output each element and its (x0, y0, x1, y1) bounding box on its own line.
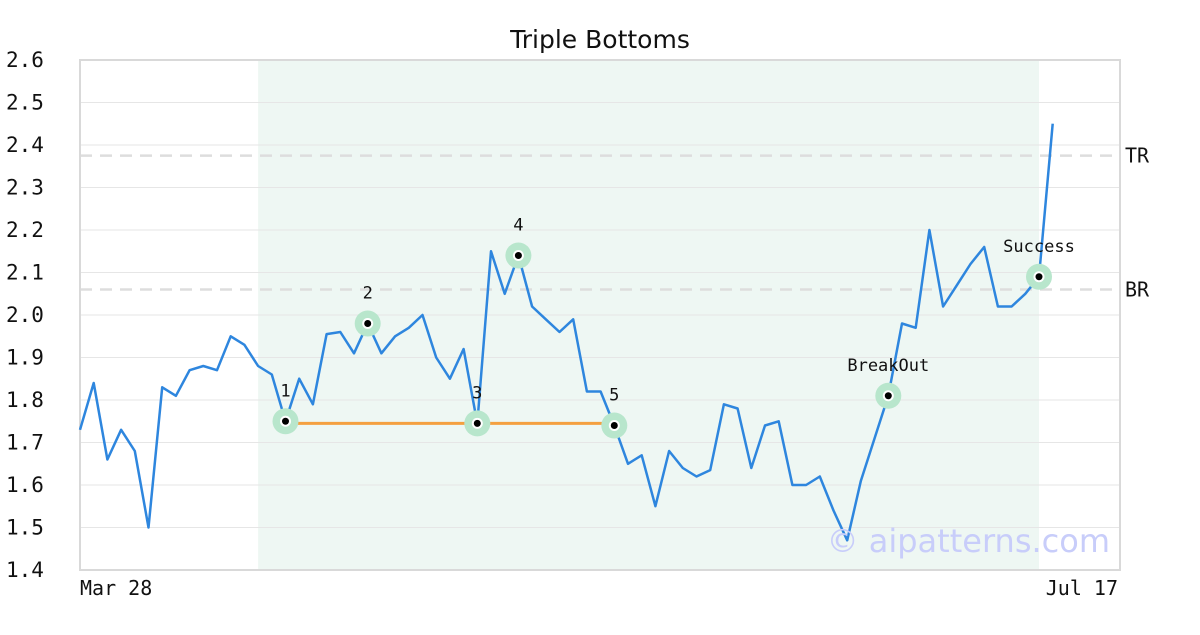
marker-label-3: 3 (472, 383, 482, 403)
marker-label-1: 1 (280, 381, 290, 401)
marker-label-4: 4 (513, 216, 523, 236)
marker-label-2: 2 (363, 284, 373, 304)
y-tick-label: 1.8 (6, 388, 44, 412)
marker-dot-5 (610, 422, 618, 429)
watermark: © aipatterns.com (827, 522, 1110, 560)
marker-dot-breakout (884, 392, 892, 400)
y-tick-label: 1.7 (6, 431, 44, 455)
y-tick-label: 2.2 (6, 218, 44, 242)
plot-frame (79, 59, 1121, 571)
marker-dot-1 (282, 417, 289, 425)
y-tick-label: 1.4 (6, 558, 44, 582)
axes-layer: 1.4 1.5 1.6 1.7 1.8 1.9 2.0 2.1 2.2 2.3 2.4 2.5 2.6 M… (6, 48, 1121, 600)
y-tick-label: 2.4 (6, 133, 44, 157)
markers-layer: 1 2 3 4 5 BreakOut Success (272, 216, 1075, 439)
marker-dot-2 (364, 320, 372, 327)
level-label-br: BR (1125, 278, 1150, 302)
y-tick-label: 2.0 (6, 303, 44, 327)
gridlines-layer (80, 59, 1120, 571)
chart-title: Triple Bottoms (509, 25, 690, 54)
marker-dot-4 (514, 252, 522, 259)
marker-label-5: 5 (609, 386, 619, 406)
y-tick-label: 1.6 (6, 473, 44, 497)
marker-dot-success (1035, 273, 1043, 281)
levels-layer: TR BR (80, 144, 1150, 302)
level-label-tr: TR (1125, 144, 1150, 168)
y-tick-label: 1.9 (6, 346, 44, 370)
y-tick-label: 2.1 (6, 261, 44, 285)
marker-label-breakout: BreakOut (847, 356, 929, 376)
y-tick-label: 2.6 (6, 48, 44, 72)
marker-dot-3 (473, 419, 481, 427)
y-tick-label: 2.3 (6, 176, 44, 200)
x-tick-label: Jul 17 (1046, 576, 1118, 600)
marker-label-success: Success (1003, 237, 1075, 257)
y-tick-label: 1.5 (6, 516, 44, 540)
x-tick-label: Mar 28 (80, 576, 152, 600)
y-tick-label: 2.5 (6, 91, 44, 115)
